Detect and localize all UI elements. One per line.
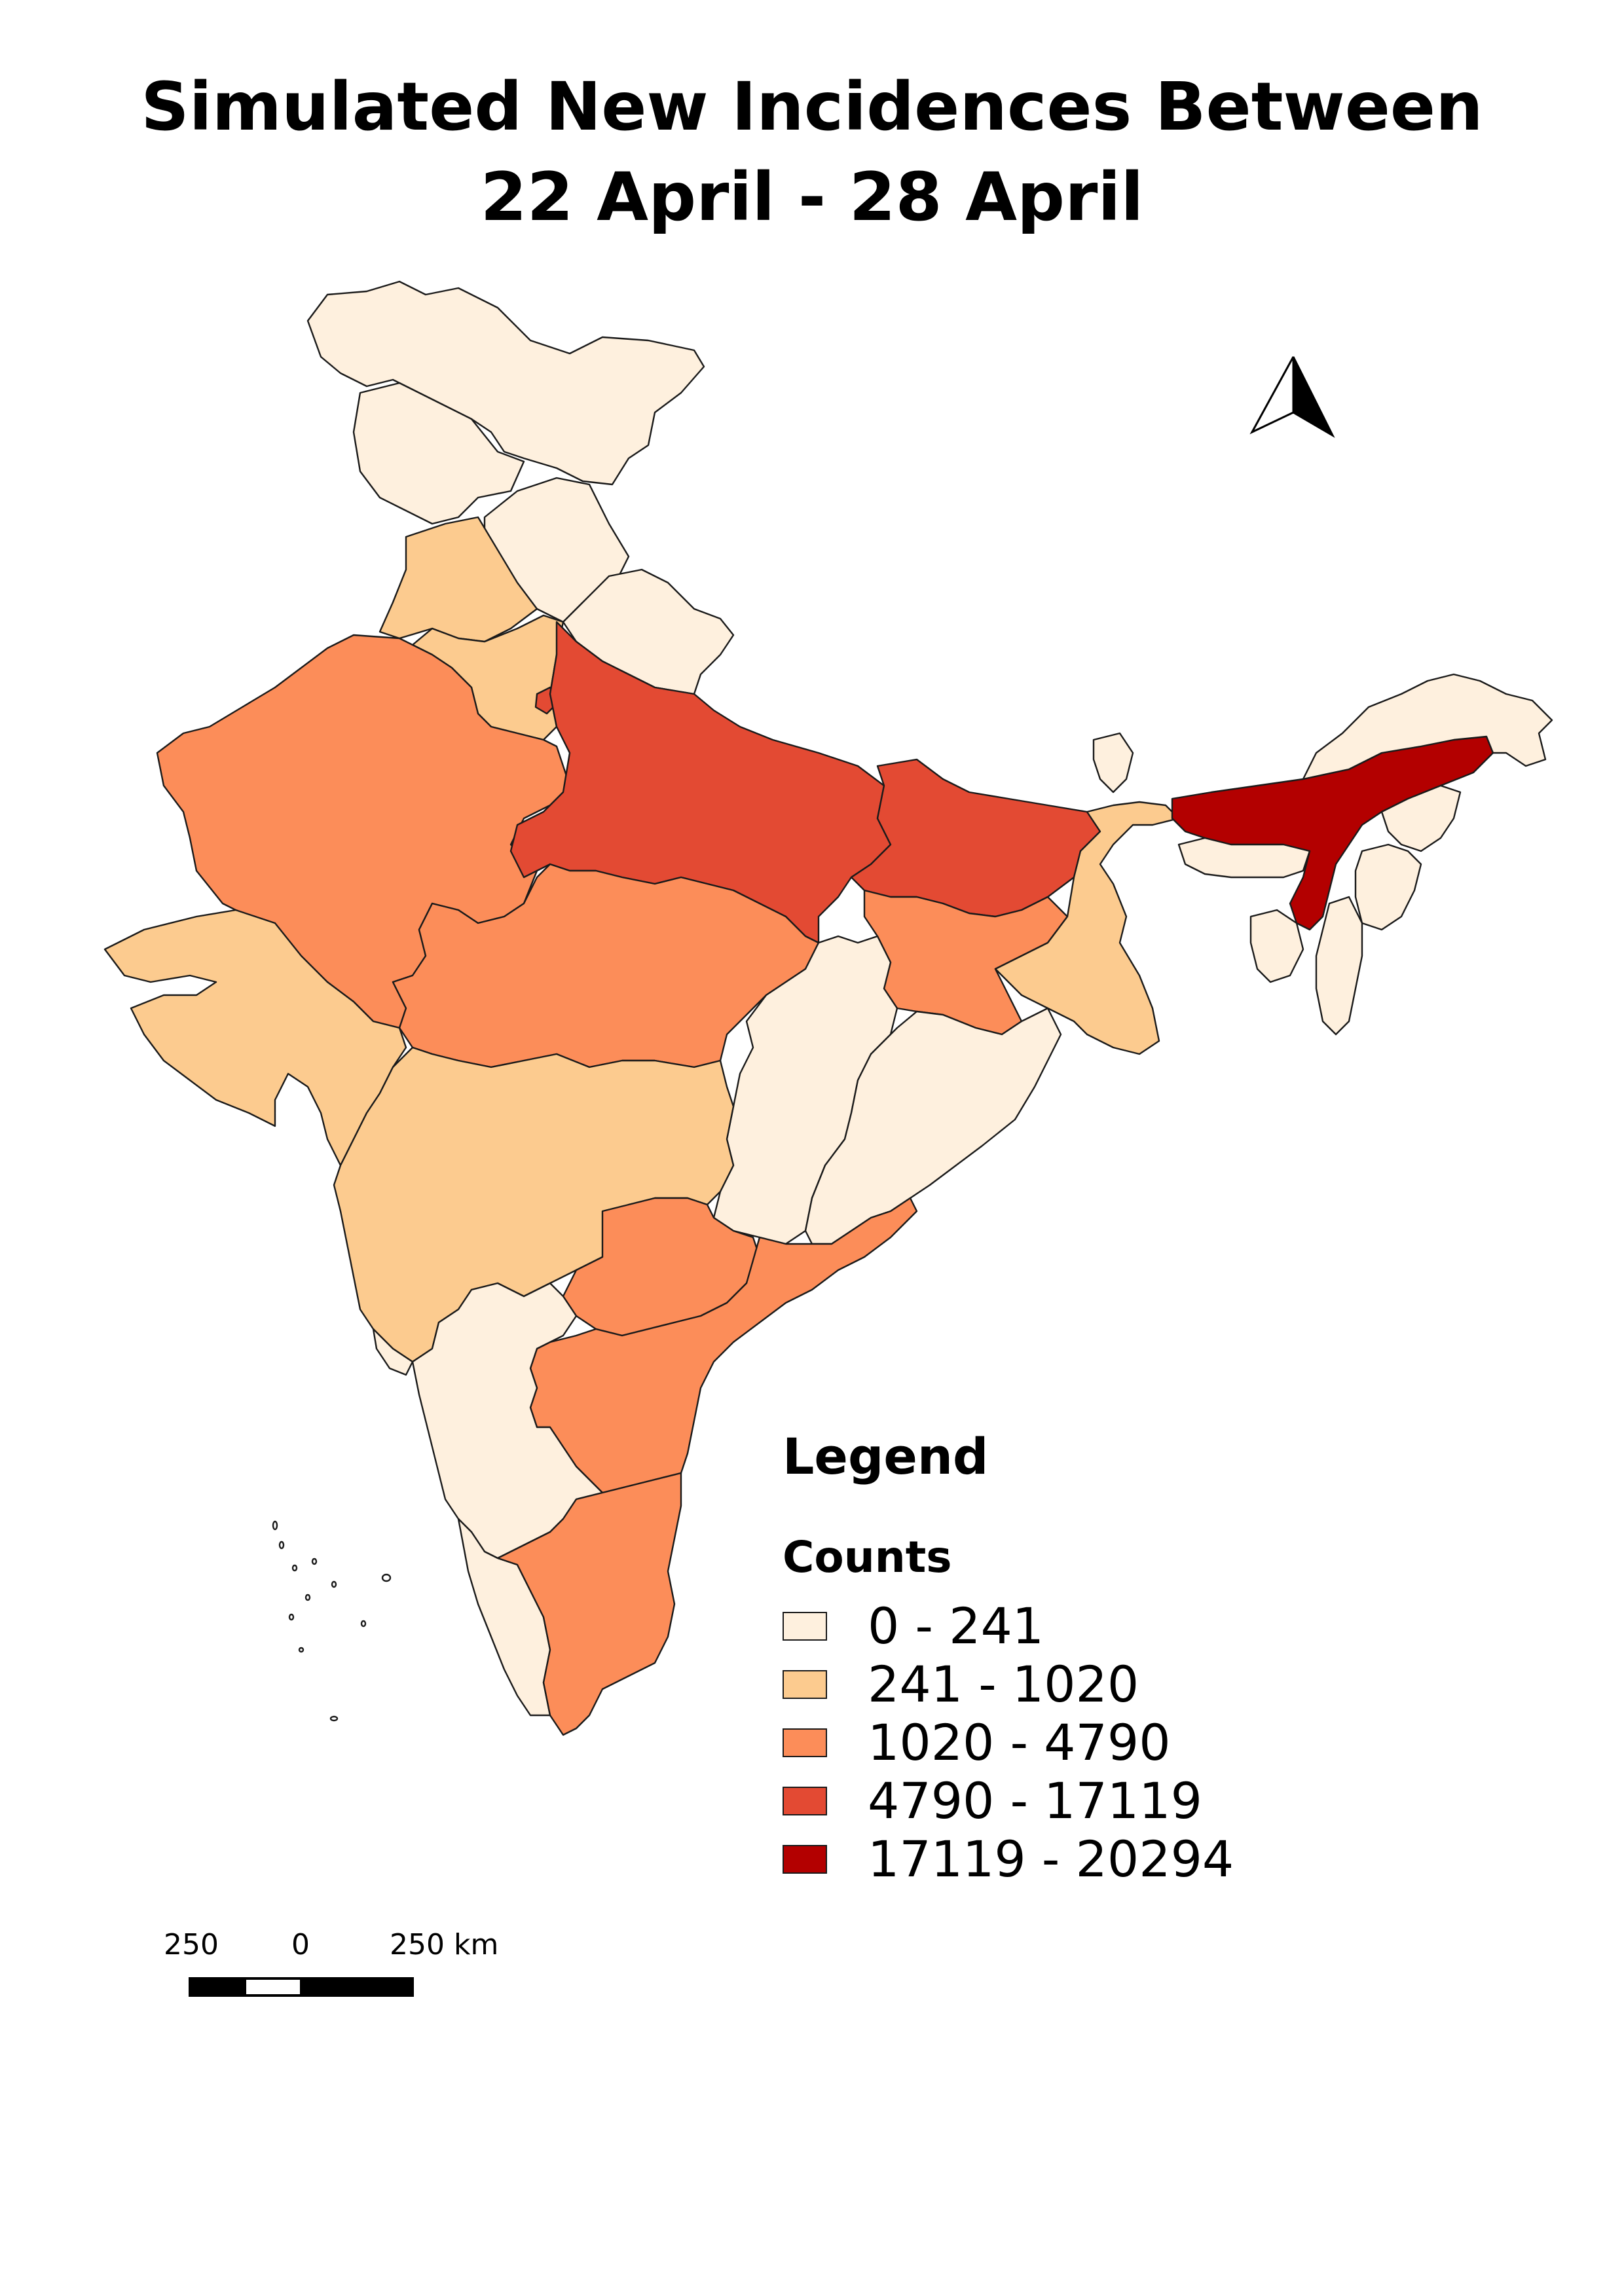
region-karnataka [411, 1282, 604, 1559]
region-meghalaya [1177, 837, 1311, 879]
map-title-line-2: 22 April - 28 April [480, 158, 1144, 236]
legend-label: 0 - 241 [868, 1597, 1044, 1655]
legend-swatch [783, 1845, 827, 1874]
legend-swatch [783, 1787, 827, 1815]
scale-label-right: 250 km [390, 1928, 499, 1961]
legend-label: 1020 - 4790 [868, 1713, 1171, 1772]
scale-bar-segment-1 [189, 1977, 246, 1997]
region-arunachal-pradesh [1302, 673, 1553, 780]
legend-swatch [783, 1670, 827, 1699]
region-manipur [1354, 843, 1422, 931]
region-odisha [804, 1007, 1062, 1245]
legend-swatch [783, 1728, 827, 1757]
legend-subheading: Counts [783, 1532, 952, 1582]
legend-swatch [783, 1612, 827, 1641]
region-tamil-nadu [496, 1472, 682, 1736]
map-title: Simulated New Incidences Between 22 Apri… [0, 62, 1624, 243]
scale-bar-segment-3 [300, 1977, 414, 1997]
legend-heading: Legend [783, 1427, 989, 1485]
scale-bar-segment-2 [244, 1977, 303, 1997]
region-nagaland [1380, 784, 1462, 852]
scale-label-left: 250 [164, 1928, 219, 1961]
region-mizoram [1315, 896, 1363, 1036]
region-himachal-pradesh [352, 382, 525, 525]
region-gujarat [103, 909, 407, 1167]
region-sikkim [1092, 732, 1134, 793]
region-west-bengal [994, 801, 1180, 1055]
lakshadweep-islands [272, 1520, 392, 1722]
map-title-line-1: Simulated New Incidences Between [141, 68, 1483, 146]
legend-label: 241 - 1020 [868, 1655, 1139, 1713]
region-tripura [1249, 909, 1304, 983]
north-arrow-icon [1249, 356, 1335, 438]
scale-label-zero: 0 [291, 1928, 310, 1961]
region-goa [372, 1328, 414, 1376]
region-bihar [850, 758, 1101, 918]
legend-label: 17119 - 20294 [868, 1830, 1234, 1888]
legend-label: 4790 - 17119 [868, 1772, 1202, 1830]
